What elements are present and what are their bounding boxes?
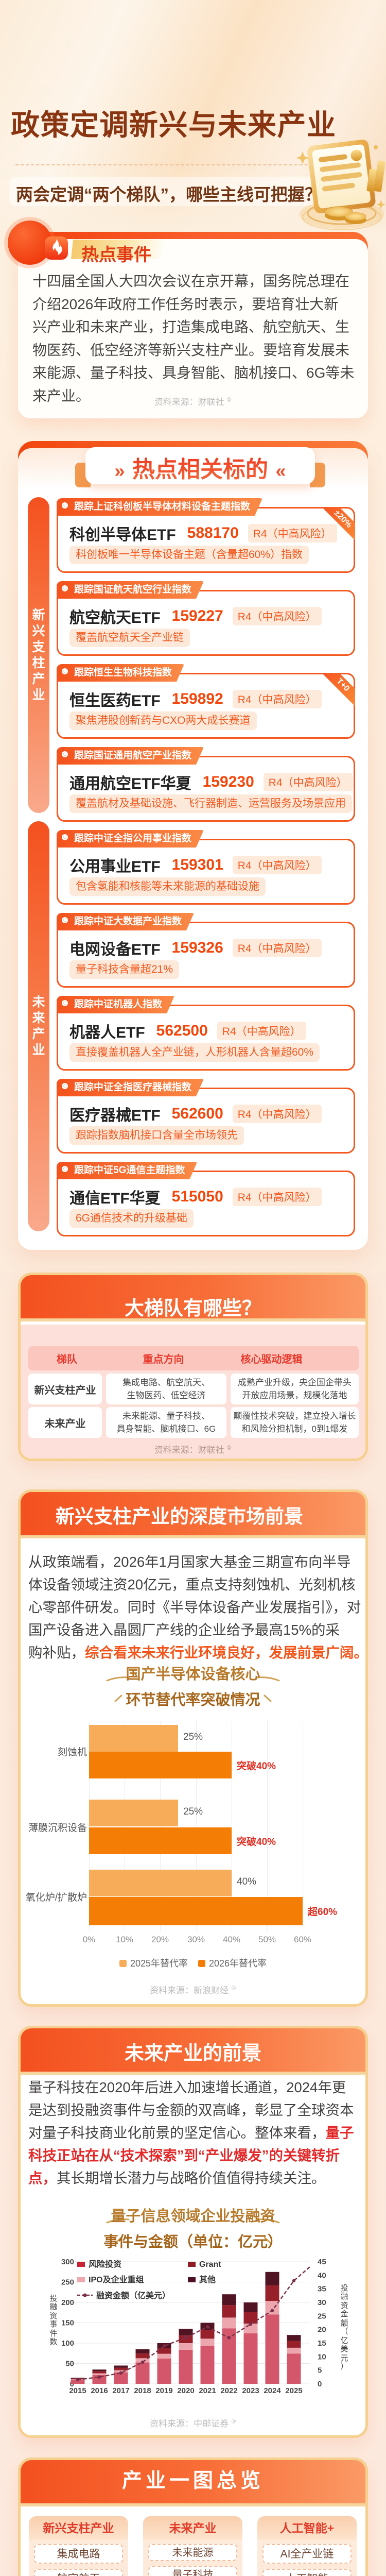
- svg-text:其他: 其他: [199, 2275, 216, 2284]
- svg-text:0: 0: [318, 2380, 322, 2388]
- svg-text:200: 200: [61, 2298, 74, 2307]
- svg-text:2017: 2017: [112, 2386, 129, 2395]
- svg-text:2025: 2025: [285, 2386, 302, 2395]
- svg-text:2015: 2015: [69, 2386, 86, 2395]
- svg-text:2016: 2016: [91, 2386, 108, 2395]
- svg-text:2022: 2022: [220, 2386, 237, 2395]
- svg-text:50: 50: [65, 2360, 74, 2368]
- svg-text:300: 300: [61, 2258, 74, 2266]
- svg-text:30: 30: [318, 2298, 326, 2307]
- svg-text:150: 150: [61, 2319, 74, 2328]
- svg-text:风险投资: 风险投资: [89, 2259, 121, 2269]
- svg-text:10: 10: [318, 2352, 326, 2361]
- svg-text:2024: 2024: [264, 2386, 281, 2395]
- svg-text:2020: 2020: [177, 2386, 194, 2395]
- svg-text:15: 15: [318, 2339, 326, 2348]
- svg-text:20: 20: [318, 2326, 326, 2334]
- svg-text:2021: 2021: [199, 2386, 216, 2395]
- svg-text:40: 40: [318, 2271, 326, 2280]
- svg-text:投融资事件数: 投融资事件数: [49, 2294, 57, 2346]
- svg-text:2018: 2018: [134, 2386, 151, 2395]
- svg-text:25: 25: [318, 2312, 326, 2320]
- svg-text:100: 100: [61, 2339, 74, 2348]
- svg-text:Grant: Grant: [199, 2260, 221, 2269]
- svg-text:250: 250: [61, 2278, 74, 2287]
- svg-text:5: 5: [318, 2366, 322, 2375]
- svg-text:投融资金额（亿美元）: 投融资金额（亿美元）: [340, 2284, 348, 2371]
- svg-text:45: 45: [318, 2258, 326, 2266]
- svg-text:35: 35: [318, 2285, 326, 2294]
- svg-text:融资金额（亿美元）: 融资金额（亿美元）: [96, 2291, 170, 2300]
- svg-text:2023: 2023: [242, 2386, 259, 2395]
- svg-text:IPO及企业重组: IPO及企业重组: [89, 2275, 144, 2284]
- svg-text:0: 0: [70, 2380, 74, 2388]
- svg-text:2019: 2019: [155, 2386, 172, 2395]
